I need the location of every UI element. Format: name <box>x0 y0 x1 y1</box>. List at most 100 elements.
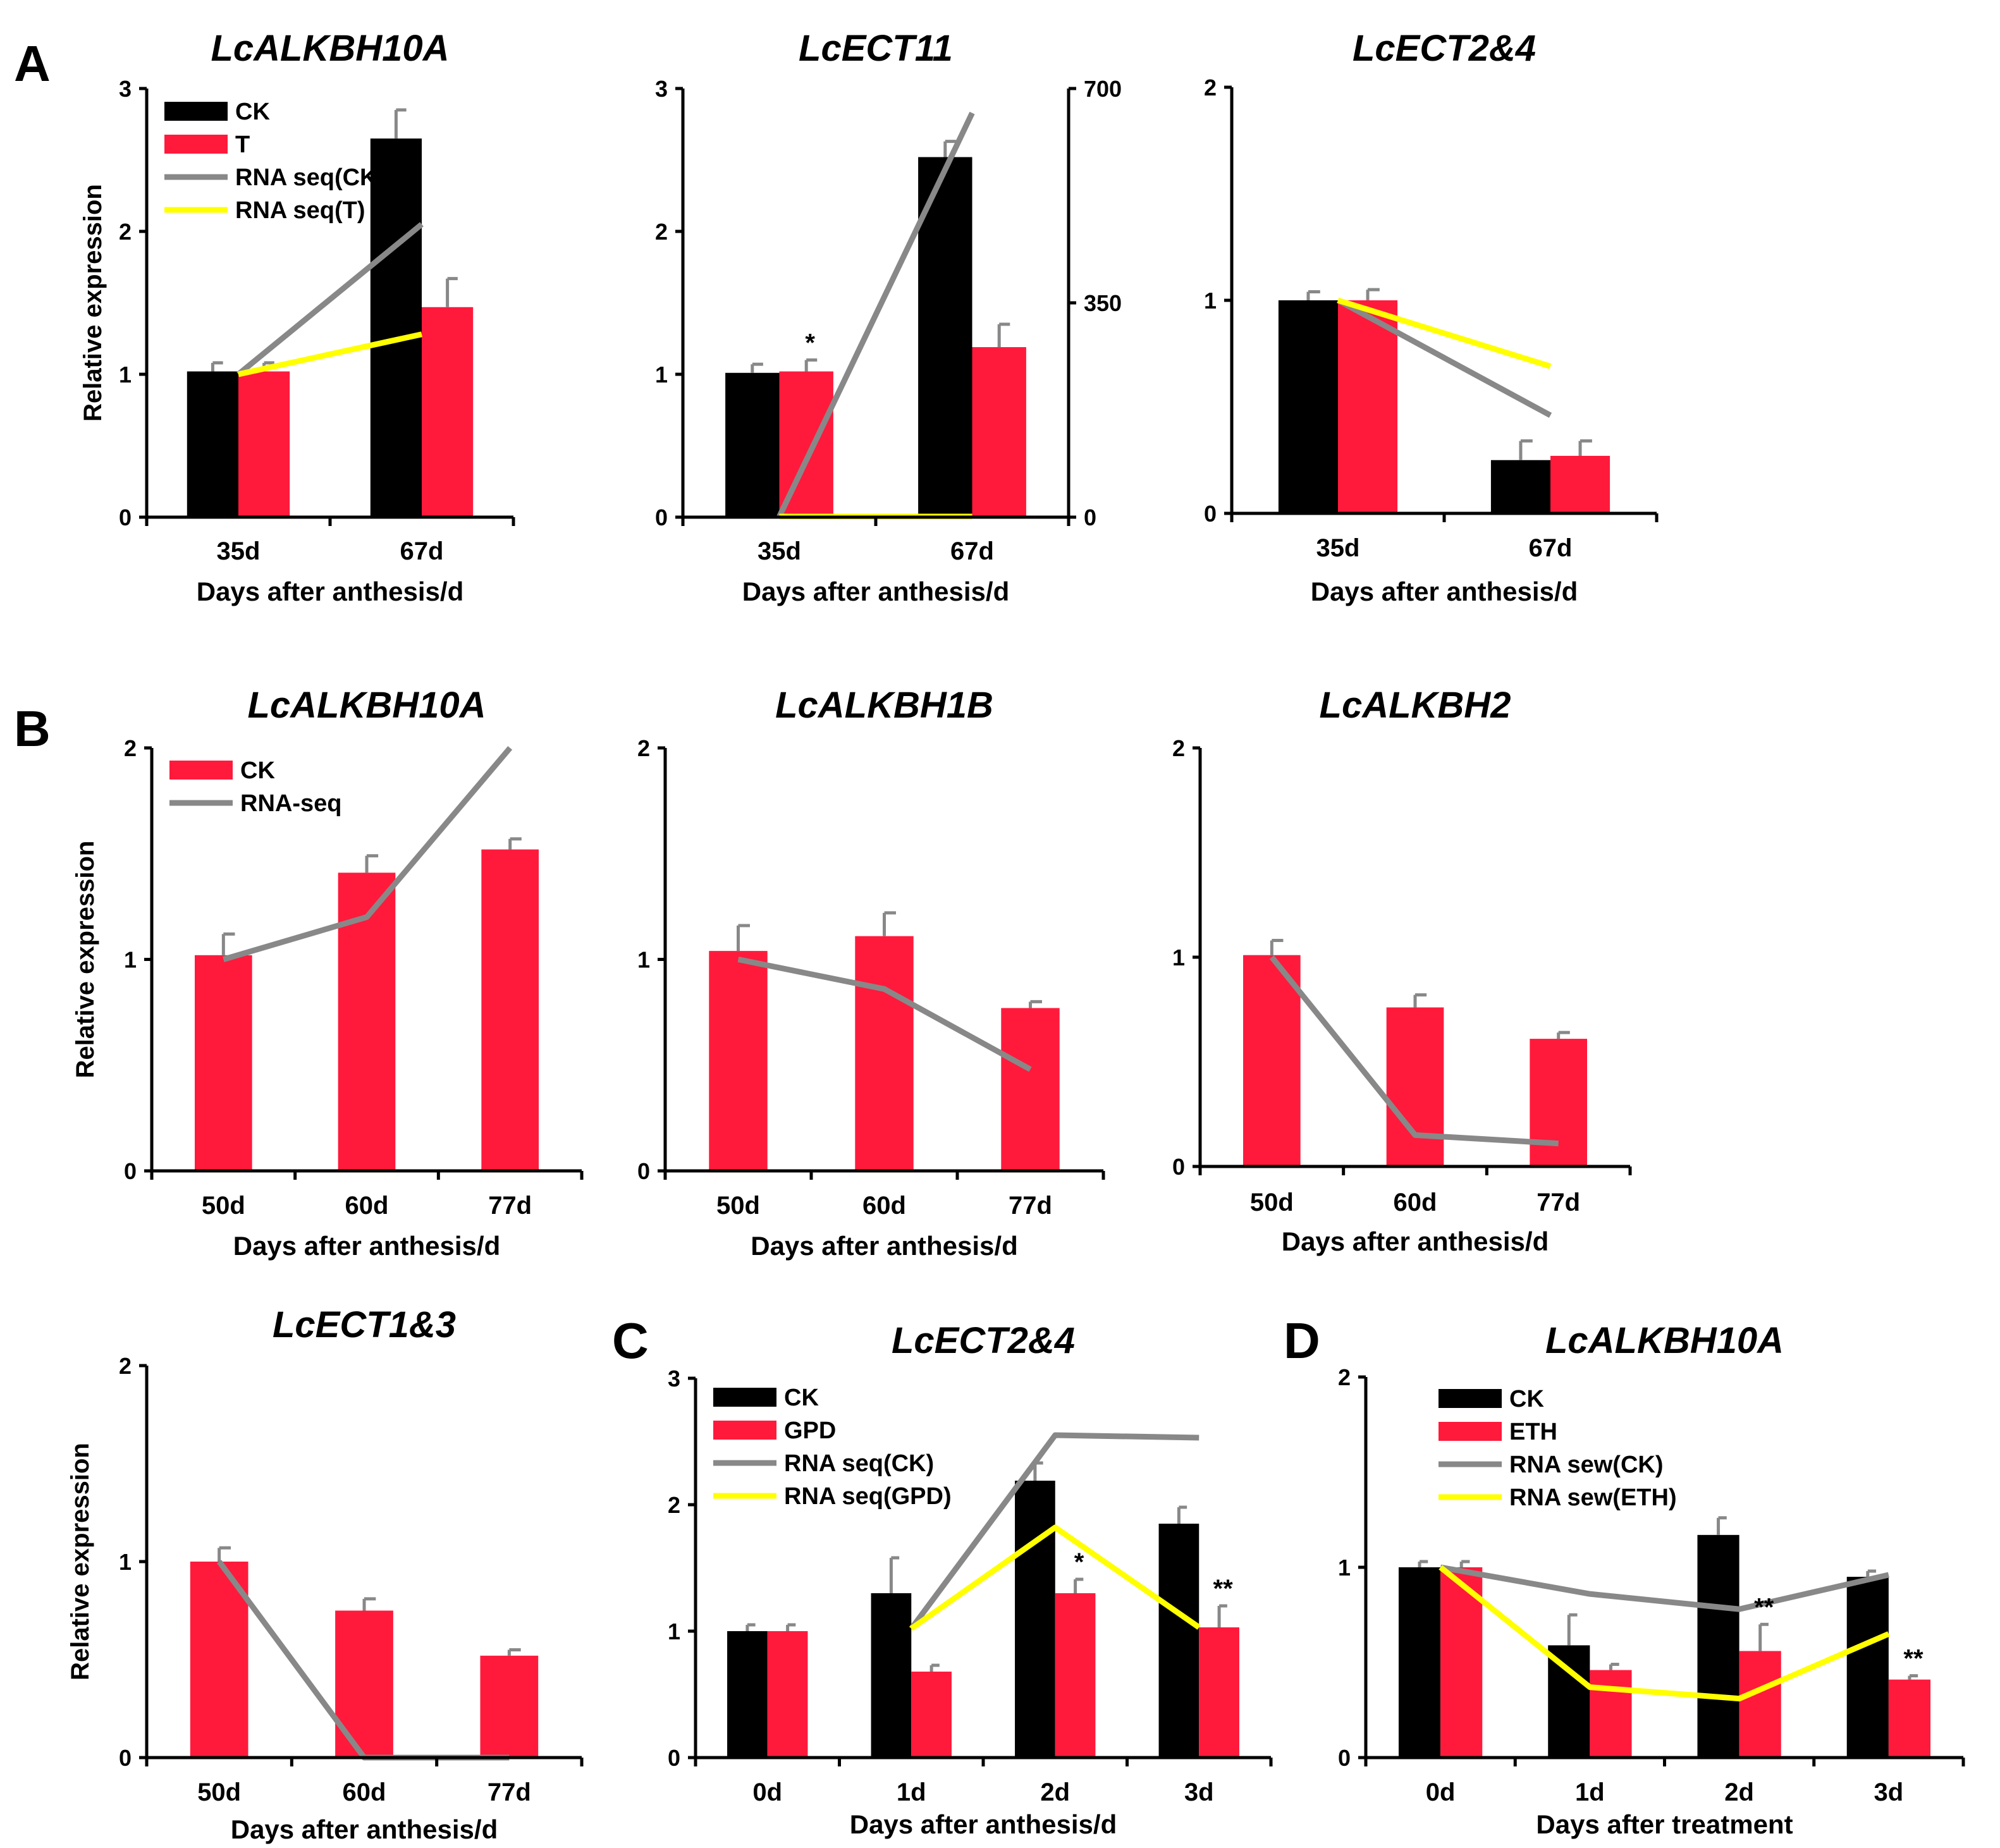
y-tick-label: 2 <box>1338 1364 1351 1390</box>
bar-gpd <box>767 1631 808 1758</box>
x-category-label: 60d <box>343 1778 386 1806</box>
series-line-rna-seq-ck- <box>909 1432 1199 1631</box>
y2-tick-label: 700 <box>1084 76 1122 102</box>
bar-eth <box>1888 1679 1931 1758</box>
chart-title: LcECT1&3 <box>273 1304 456 1345</box>
bar-t <box>1550 456 1610 513</box>
x-category-label: 67d <box>1529 534 1573 562</box>
x-category-label: 67d <box>950 537 994 565</box>
chart-9: LcALKBH10A ** ** 0 1 2 0d 1d 2d 3d Days after trea… <box>1338 1320 1965 1839</box>
y-tick-label: 0 <box>1204 501 1217 527</box>
y-tick-label: 1 <box>124 947 137 973</box>
legend-label: RNA-seq <box>240 790 341 817</box>
panel-label-d: D <box>1284 1313 1320 1369</box>
x-category-label: 77d <box>1537 1189 1580 1216</box>
legend-swatch <box>169 761 233 780</box>
x-category-label: 35d <box>758 537 801 565</box>
chart-title: LcALKBH1B <box>775 685 993 726</box>
legend-label: ETH <box>1509 1419 1557 1445</box>
bar-ck <box>1243 955 1301 1166</box>
chart-4: LcALKBH10A 0 1 2 50d 60d 77d Days after anthesi… <box>71 685 584 1261</box>
x-category-label: 50d <box>202 1192 245 1220</box>
chart-7: LcECT1&3 0 1 2 50d 60d 77d Days after anthesis/… <box>66 1304 584 1844</box>
bar-ck <box>1278 300 1338 513</box>
y-tick-label: 3 <box>119 76 132 102</box>
chart-2: LcECT11 * 0 1 2 3 35d 67d 0 350 700 Days after anth… <box>655 28 1122 606</box>
legend-label: CK <box>240 757 275 784</box>
legend-swatch <box>1439 1422 1502 1441</box>
bar-ck <box>727 1631 768 1758</box>
chart-title: LcECT11 <box>799 28 953 69</box>
x-category-label: 77d <box>488 1192 532 1220</box>
chart-title: LcALKBH10A <box>1545 1320 1784 1361</box>
bar-ck <box>1015 1481 1055 1758</box>
x-category-label: 2d <box>1724 1778 1754 1806</box>
panel-label-c: C <box>612 1313 649 1369</box>
bar-ck <box>190 1562 248 1758</box>
series-line-rna-seq <box>1269 955 1559 1147</box>
chart-title: LcALKBH2 <box>1320 685 1511 726</box>
bar-ck <box>1697 1534 1739 1758</box>
x-category-label: 60d <box>862 1192 906 1220</box>
bar-ck <box>187 371 238 517</box>
y-tick-label: 0 <box>119 1745 132 1771</box>
y-tick-label: 0 <box>119 505 132 530</box>
x-category-label: 60d <box>345 1192 389 1220</box>
x-category-label: 50d <box>1250 1189 1294 1216</box>
bar-ck <box>871 1593 912 1758</box>
bar-ck <box>1530 1039 1587 1166</box>
x-category-label: 1d <box>1575 1778 1605 1806</box>
legend-swatch <box>713 1388 776 1407</box>
x-category-label: 35d <box>1316 534 1360 562</box>
bar-ck <box>480 1655 539 1758</box>
x-axis-title: Days after anthesis/d <box>231 1814 498 1844</box>
significance-mark: * <box>805 329 815 357</box>
legend-label: RNA sew(ETH) <box>1509 1484 1677 1511</box>
y-tick-label: 0 <box>655 505 668 530</box>
bar-ck <box>725 372 780 517</box>
x-category-label: 2d <box>1040 1778 1070 1806</box>
legend-label: CK <box>1509 1386 1544 1412</box>
bar-ck <box>709 951 768 1171</box>
x-axis-title: Days after anthesis/d <box>850 1809 1117 1839</box>
bar-ck <box>195 955 252 1171</box>
chart-title: LcECT2&4 <box>892 1320 1075 1361</box>
bar-gpd <box>1055 1593 1096 1758</box>
y-tick-label: 0 <box>1338 1745 1351 1771</box>
y2-tick-label: 0 <box>1084 505 1096 530</box>
bar-ck <box>1398 1567 1441 1758</box>
legend-label: RNA seq(T) <box>235 197 365 224</box>
y-axis-title: Relative expression <box>71 841 99 1079</box>
y-tick-label: 0 <box>1172 1154 1185 1180</box>
x-axis-title: Days after anthesis/d <box>233 1231 501 1261</box>
y-tick-label: 1 <box>1338 1555 1351 1581</box>
legend-swatch <box>713 1421 776 1440</box>
bar-gpd <box>1199 1627 1239 1758</box>
x-axis-title: Days after anthesis/d <box>751 1231 1018 1261</box>
y-tick-label: 2 <box>655 219 668 245</box>
y-tick-label: 2 <box>1172 735 1185 761</box>
legend-label: RNA seq(GPD) <box>784 1483 952 1510</box>
legend-swatch <box>1439 1389 1502 1408</box>
chart-title: LcECT2&4 <box>1353 28 1536 69</box>
chart-title: LcALKBH10A <box>247 685 486 726</box>
y-tick-label: 3 <box>668 1366 680 1392</box>
bar-ck <box>855 936 914 1171</box>
charts-layer: LcALKBH10A 0 1 2 3 35d 67d Days after anthesis/… <box>66 28 1965 1844</box>
x-category-label: 50d <box>197 1778 241 1806</box>
chart-5: LcALKBH1B 0 1 2 50d 60d 77d Days after anthesis… <box>637 685 1105 1261</box>
x-category-label: 77d <box>488 1778 531 1806</box>
x-axis-title: Days after treatment <box>1536 1809 1793 1839</box>
bar-t <box>972 347 1026 517</box>
bar-ck <box>1548 1645 1590 1758</box>
y-tick-label: 2 <box>124 735 137 761</box>
x-axis-title: Days after anthesis/d <box>1311 577 1578 606</box>
chart-1: LcALKBH10A 0 1 2 3 35d 67d Days after anthesis/… <box>79 28 515 606</box>
bar-t <box>1338 300 1398 513</box>
bar-eth <box>1739 1651 1781 1758</box>
bar-gpd <box>911 1672 952 1758</box>
panel-label-b: B <box>14 701 51 757</box>
x-axis-title: Days after anthesis/d <box>197 577 464 606</box>
legend-swatch <box>164 135 228 154</box>
